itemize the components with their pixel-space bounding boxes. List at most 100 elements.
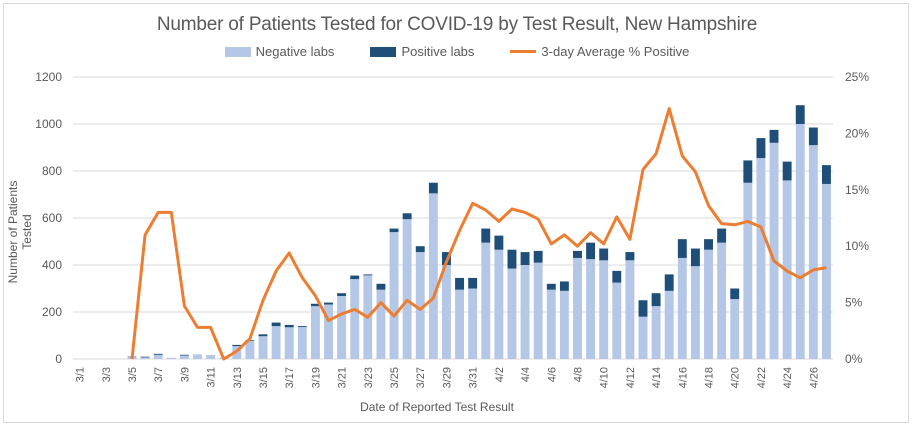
bar-positive	[704, 239, 713, 250]
bar-negative	[271, 326, 281, 359]
bar-negative	[756, 158, 766, 359]
legend-item-negative: Negative labs	[224, 44, 334, 59]
bar-negative	[415, 252, 425, 359]
bar-positive	[677, 239, 687, 258]
bar-positive	[153, 353, 163, 355]
bar-negative	[245, 340, 255, 359]
legend: Negative labs Positive labs 3-day Averag…	[0, 44, 914, 59]
x-tick-label: 4/26	[808, 367, 820, 388]
x-tick-label: 3/11	[206, 367, 218, 388]
bar-negative	[494, 249, 504, 359]
bar-positive	[546, 283, 556, 290]
bar-negative	[206, 355, 216, 359]
x-tick-label: 4/12	[625, 367, 637, 388]
x-tick-label: 4/20	[730, 367, 742, 388]
bar-positive	[179, 354, 189, 356]
y-tick-label: 1000	[35, 117, 62, 131]
x-tick-label: 3/7	[153, 367, 165, 382]
x-tick-label: 4/8	[572, 367, 584, 382]
bar-positive	[625, 252, 635, 261]
bar-negative	[310, 306, 320, 359]
bar-positive	[363, 274, 373, 276]
legend-swatch-positive	[370, 46, 397, 57]
bar-positive	[769, 129, 779, 143]
x-tick-label: 4/2	[494, 367, 506, 382]
bar-negative	[743, 182, 753, 359]
bar-negative	[166, 357, 176, 359]
bar-positive	[559, 281, 569, 291]
bar-positive	[297, 326, 307, 328]
bar-positive	[782, 161, 792, 181]
x-tick-label: 3/23	[363, 367, 375, 388]
bar-positive	[310, 303, 320, 307]
bar-positive	[324, 302, 333, 305]
bar-positive	[743, 160, 753, 183]
bar-negative	[717, 242, 727, 359]
legend-item-positive: Positive labs	[370, 44, 474, 59]
x-tick-label: 4/16	[677, 367, 689, 388]
bar-positive	[494, 235, 504, 250]
bar-negative	[664, 290, 674, 359]
bar-positive	[389, 228, 399, 233]
bar-positive	[258, 334, 268, 337]
x-tick-label: 3/1	[75, 367, 87, 382]
bar-negative	[376, 289, 386, 359]
y2-tick-label: 20%	[845, 126, 869, 140]
bar-negative	[193, 354, 202, 359]
x-tick-label: 3/19	[310, 367, 322, 388]
bar-negative	[402, 219, 412, 359]
bar-negative	[324, 304, 333, 359]
bar-negative	[337, 296, 347, 359]
bar-positive	[717, 228, 727, 243]
bar-positive	[232, 344, 242, 347]
y2-tick-label: 15%	[845, 183, 869, 197]
x-tick-label: 4/14	[651, 367, 663, 388]
bar-negative	[428, 193, 438, 359]
legend-item-average: 3-day Average % Positive	[510, 44, 689, 59]
bar-positive	[507, 249, 517, 269]
y2-tick-label: 25%	[845, 70, 869, 84]
bar-negative	[690, 266, 700, 359]
x-tick-label: 3/31	[468, 367, 480, 388]
bar-positive	[573, 250, 582, 258]
bar-negative	[586, 259, 596, 359]
bar-negative	[258, 336, 268, 359]
bar-negative	[389, 232, 399, 359]
bar-positive	[140, 356, 150, 358]
bar-positive	[756, 138, 766, 159]
bar-positive	[664, 274, 674, 291]
bar-positive	[599, 248, 609, 261]
bar-negative	[625, 260, 635, 359]
x-tick-label: 3/5	[127, 367, 139, 382]
y-axis-title: Number of Patients Tested	[6, 180, 34, 284]
bar-positive	[520, 252, 530, 265]
bar-negative	[179, 355, 189, 359]
x-tick-label: 3/13	[232, 367, 244, 388]
x-tick-label: 4/24	[782, 367, 794, 388]
bar-negative	[821, 183, 831, 359]
bar-negative	[455, 289, 465, 359]
bar-negative	[730, 299, 740, 359]
bar-positive	[533, 250, 543, 263]
y-tick-label: 200	[42, 305, 62, 319]
y-tick-label: 600	[42, 211, 62, 225]
bar-negative	[481, 242, 491, 359]
bar-negative	[153, 354, 163, 359]
bar-positive	[376, 283, 386, 290]
bar-negative	[677, 257, 687, 359]
bar-negative	[559, 290, 569, 359]
x-tick-label: 4/4	[520, 367, 532, 382]
x-tick-label: 3/9	[179, 367, 191, 382]
bar-positive	[690, 248, 700, 267]
y2-tick-label: 5%	[845, 296, 863, 310]
bar-positive	[337, 293, 347, 297]
bar-positive	[455, 277, 465, 290]
x-tick-label: 3/25	[389, 367, 401, 388]
y-tick-label: 1200	[35, 70, 62, 84]
bar-negative	[612, 282, 622, 359]
bar-negative	[520, 265, 530, 359]
bar-negative	[638, 316, 648, 359]
x-tick-label: 3/3	[101, 367, 113, 382]
bar-negative	[795, 124, 805, 359]
bar-positive	[468, 277, 478, 289]
